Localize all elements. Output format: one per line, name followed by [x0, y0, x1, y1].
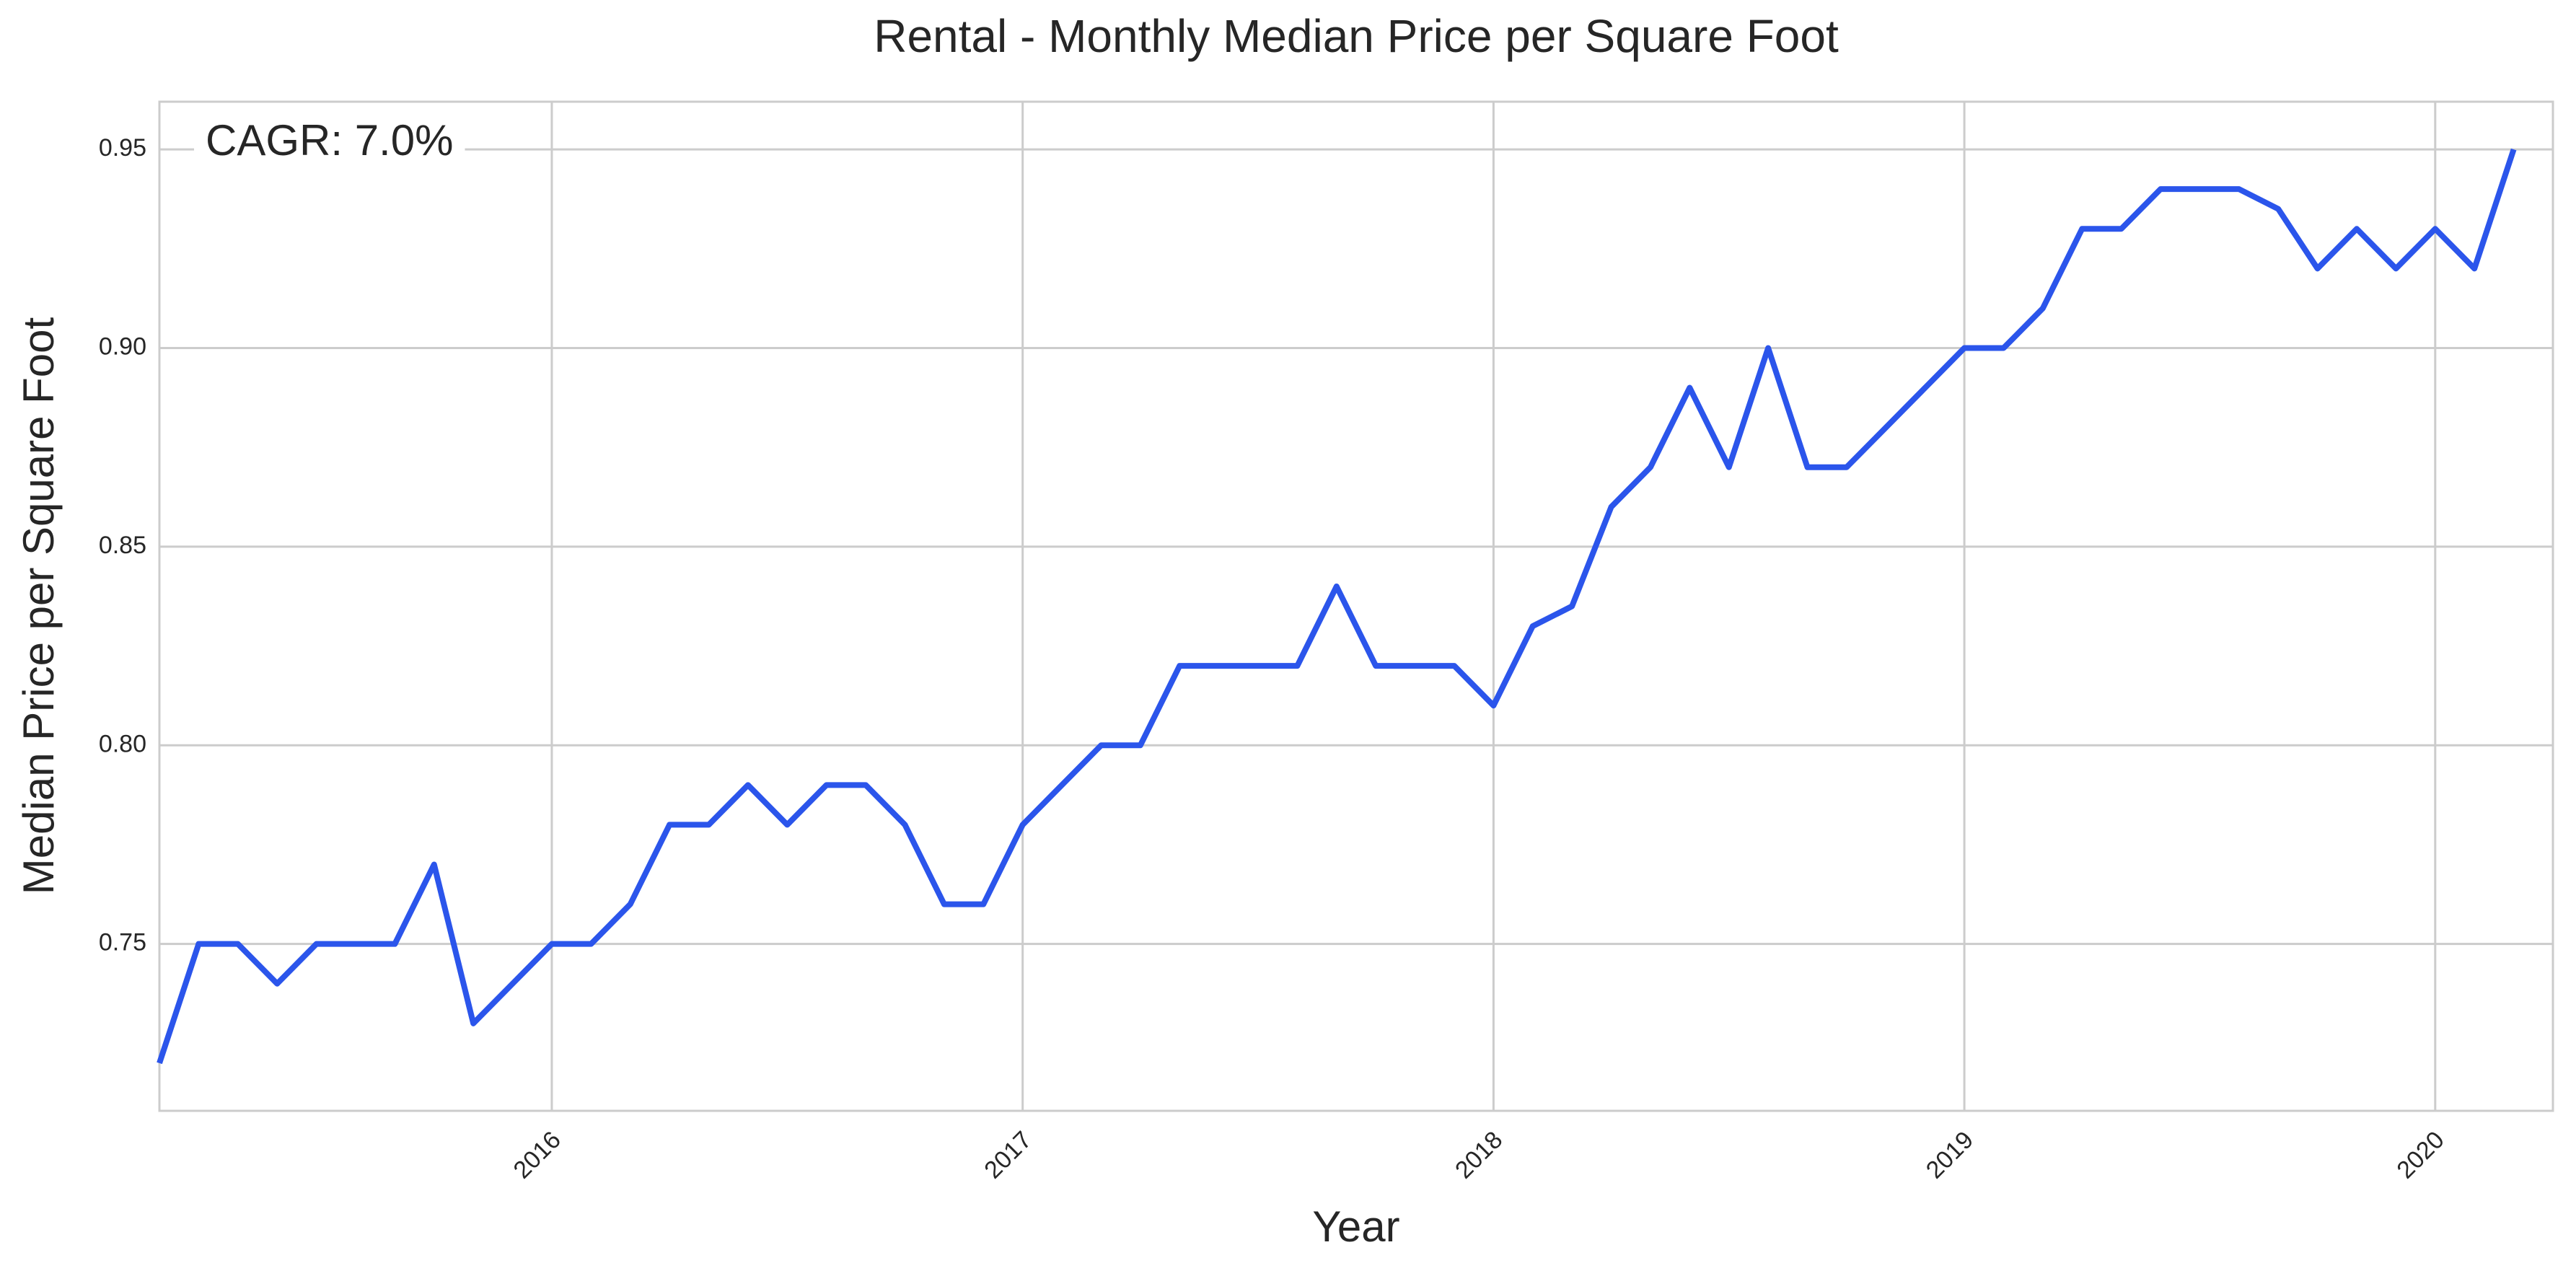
- chart-title: Rental - Monthly Median Price per Square…: [874, 10, 1839, 62]
- plot-frame: [158, 100, 2554, 1112]
- line-series: [157, 148, 2517, 1065]
- y-tick-label: 0.75: [99, 929, 146, 956]
- y-tick-label: 0.95: [99, 134, 146, 162]
- annotation-group: CAGR: 7.0%: [194, 111, 465, 169]
- y-tick-label: 0.90: [99, 333, 146, 360]
- y-tick-label: 0.80: [99, 730, 146, 757]
- annotation-box: [194, 111, 465, 169]
- y-tick-label: 0.85: [99, 532, 146, 559]
- x-tick-label: 2019: [1921, 1126, 1979, 1184]
- x-tick-label: 2018: [1450, 1126, 1508, 1184]
- x-axis-label: Year: [1312, 1202, 1399, 1251]
- x-tick-label: 2016: [509, 1126, 566, 1184]
- y-axis-label: Median Price per Square Foot: [14, 317, 63, 894]
- x-tick-label: 2017: [979, 1126, 1037, 1184]
- x-tick-label: 2020: [2391, 1126, 2449, 1184]
- annotation: CAGR: 7.0%: [206, 116, 453, 164]
